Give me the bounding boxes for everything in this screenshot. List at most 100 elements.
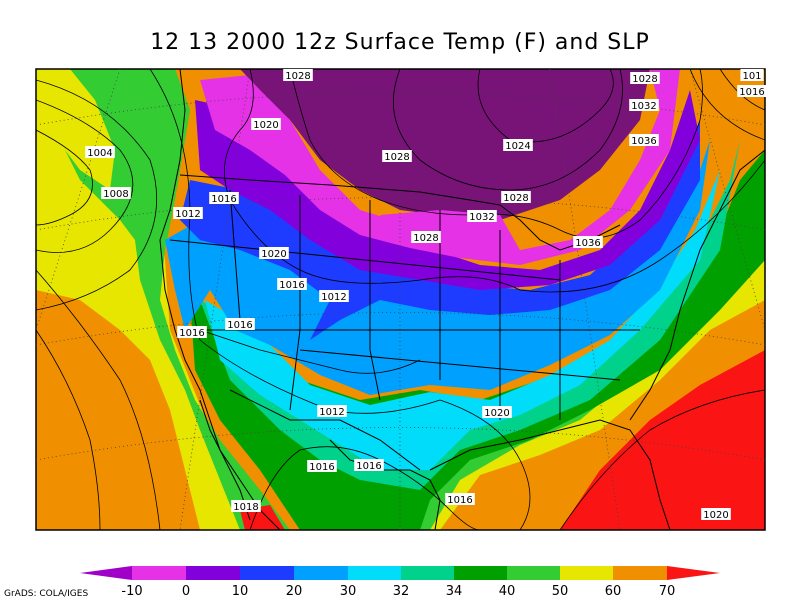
isobar-labels: 1028 1028 101 1016 1032 1036 1020 1028 1024 1004 1… [85, 69, 767, 521]
field-lightblue [165, 140, 710, 395]
isobar-label: 1028 [501, 191, 531, 204]
isobar-line [477, 69, 614, 143]
isobar-label: 1016 [277, 278, 307, 291]
isobar-label: 1032 [629, 99, 659, 112]
isobar-label-text: 1016 [211, 194, 236, 205]
isobar-label-box [317, 405, 347, 417]
isobar-label-text: 1020 [703, 510, 728, 521]
isobar-label-box [319, 290, 349, 302]
colorbar-segment-50-60 [560, 566, 613, 580]
isobar-label: 1024 [503, 139, 533, 152]
colorbar-tick-label: 34 [446, 584, 463, 599]
isobar-label-text: 1020 [484, 408, 509, 419]
isobar-label: 1020 [259, 247, 289, 260]
isobar-label-text: 1012 [319, 407, 344, 418]
isobar-label: 1016 [225, 318, 255, 331]
coastline [429, 419, 671, 530]
isobar-label-box [573, 236, 603, 248]
state-border [229, 189, 241, 321]
isobar-label-box [467, 210, 497, 222]
colorbar-segment-60-70 [613, 566, 667, 580]
isobar-label-text: 1028 [285, 71, 310, 82]
colorbar-segment-neg10-0 [132, 566, 186, 580]
coastline [159, 69, 281, 530]
isobar-label-box [259, 247, 289, 259]
isobar-label-box [411, 231, 441, 243]
isobar-line [689, 69, 765, 141]
isobar-label: 1036 [573, 236, 603, 249]
isobar-label-box [85, 146, 115, 158]
field-cyan [205, 170, 720, 470]
isobar-line [224, 69, 765, 293]
grads-credit: GrADS: COLA/IGES [4, 589, 89, 599]
colorbar-tick-label: 40 [499, 584, 516, 599]
isobar-label-box [173, 207, 203, 219]
isobar-label-text: 1016 [279, 280, 304, 291]
isobar-label-box [354, 459, 384, 471]
colorbar-tick-label: 30 [340, 584, 357, 599]
isobar-label: 1012 [173, 207, 203, 220]
map-title: 12 13 2000 12z Surface Temp (F) and SLP [150, 30, 650, 55]
colorbar-tick-label: 50 [552, 584, 569, 599]
isobar-label: 1016 [737, 85, 767, 98]
isobar-line [36, 79, 158, 311]
isobar-line [36, 269, 161, 530]
state-border [369, 200, 381, 401]
colorbar-tick-label: 70 [659, 584, 676, 599]
field-magenta [200, 69, 680, 265]
isobar-label-text: 1028 [384, 152, 409, 163]
isobar-label: 1028 [411, 231, 441, 244]
isobar-label-box [445, 493, 475, 505]
isobar-label-text: 1016 [227, 320, 252, 331]
colorbar-segment-30-32 [348, 566, 401, 580]
isobar-label: 1018 [231, 500, 261, 513]
isobar-label: 1016 [177, 326, 207, 339]
isobar-line [289, 69, 703, 239]
isobar-label: 1032 [467, 210, 497, 223]
isobar-label-text: 1032 [469, 212, 494, 223]
colorbar: -10 0 10 20 30 32 34 40 50 60 70 [80, 566, 720, 599]
isobar-label-text: 1016 [356, 461, 381, 472]
isobar-label-box [382, 150, 412, 162]
isobar-line [199, 329, 421, 374]
colorbar-right-arrow [667, 566, 720, 580]
isobar-label: 1020 [701, 508, 731, 521]
isobar-label-box [503, 139, 533, 151]
isobar-label-text: 1012 [175, 209, 200, 220]
isobar-label-box [482, 406, 512, 418]
isobar-line [392, 69, 623, 191]
isobar-label-text: 1024 [505, 141, 530, 152]
isobar-label-box [231, 500, 261, 512]
isobar-label: 1012 [317, 405, 347, 418]
isobar-line [36, 129, 93, 226]
isobar-label-box [737, 85, 767, 97]
isobar-label-text: 1028 [413, 233, 438, 244]
isobar-label: 1036 [629, 134, 659, 147]
isobar-label-box [630, 72, 660, 84]
isobar-label: 1016 [445, 493, 475, 506]
isobar-label-box [740, 69, 764, 81]
field-purple [195, 90, 700, 290]
isobar-label-box [629, 99, 659, 111]
isobar-label: 1012 [319, 290, 349, 303]
isobar-label-text: 1020 [253, 120, 278, 131]
isobar-label-box [501, 191, 531, 203]
isobar-label-text: 1004 [87, 148, 112, 159]
longitude-line [549, 69, 621, 530]
colorbar-tick-label: 20 [286, 584, 303, 599]
isobar-label: 1028 [630, 72, 660, 85]
colorbar-tick-label: 60 [605, 584, 622, 599]
isobar-label: 1016 [354, 459, 384, 472]
isobar-label-box [283, 69, 313, 81]
isobar-label-box [701, 508, 731, 520]
isobar-label: 1028 [283, 69, 313, 82]
colorbar-segment-20-30 [294, 566, 348, 580]
isobar-line [36, 99, 134, 253]
isobar-label: 1020 [251, 118, 281, 131]
colorbar-tick-label: -10 [121, 584, 142, 599]
state-border [299, 349, 621, 381]
colorbar-left-arrow [80, 566, 132, 580]
isobar-label: 1016 [307, 460, 337, 473]
isobar-label-text: 1020 [261, 249, 286, 260]
field-yellow-npac [36, 69, 115, 190]
